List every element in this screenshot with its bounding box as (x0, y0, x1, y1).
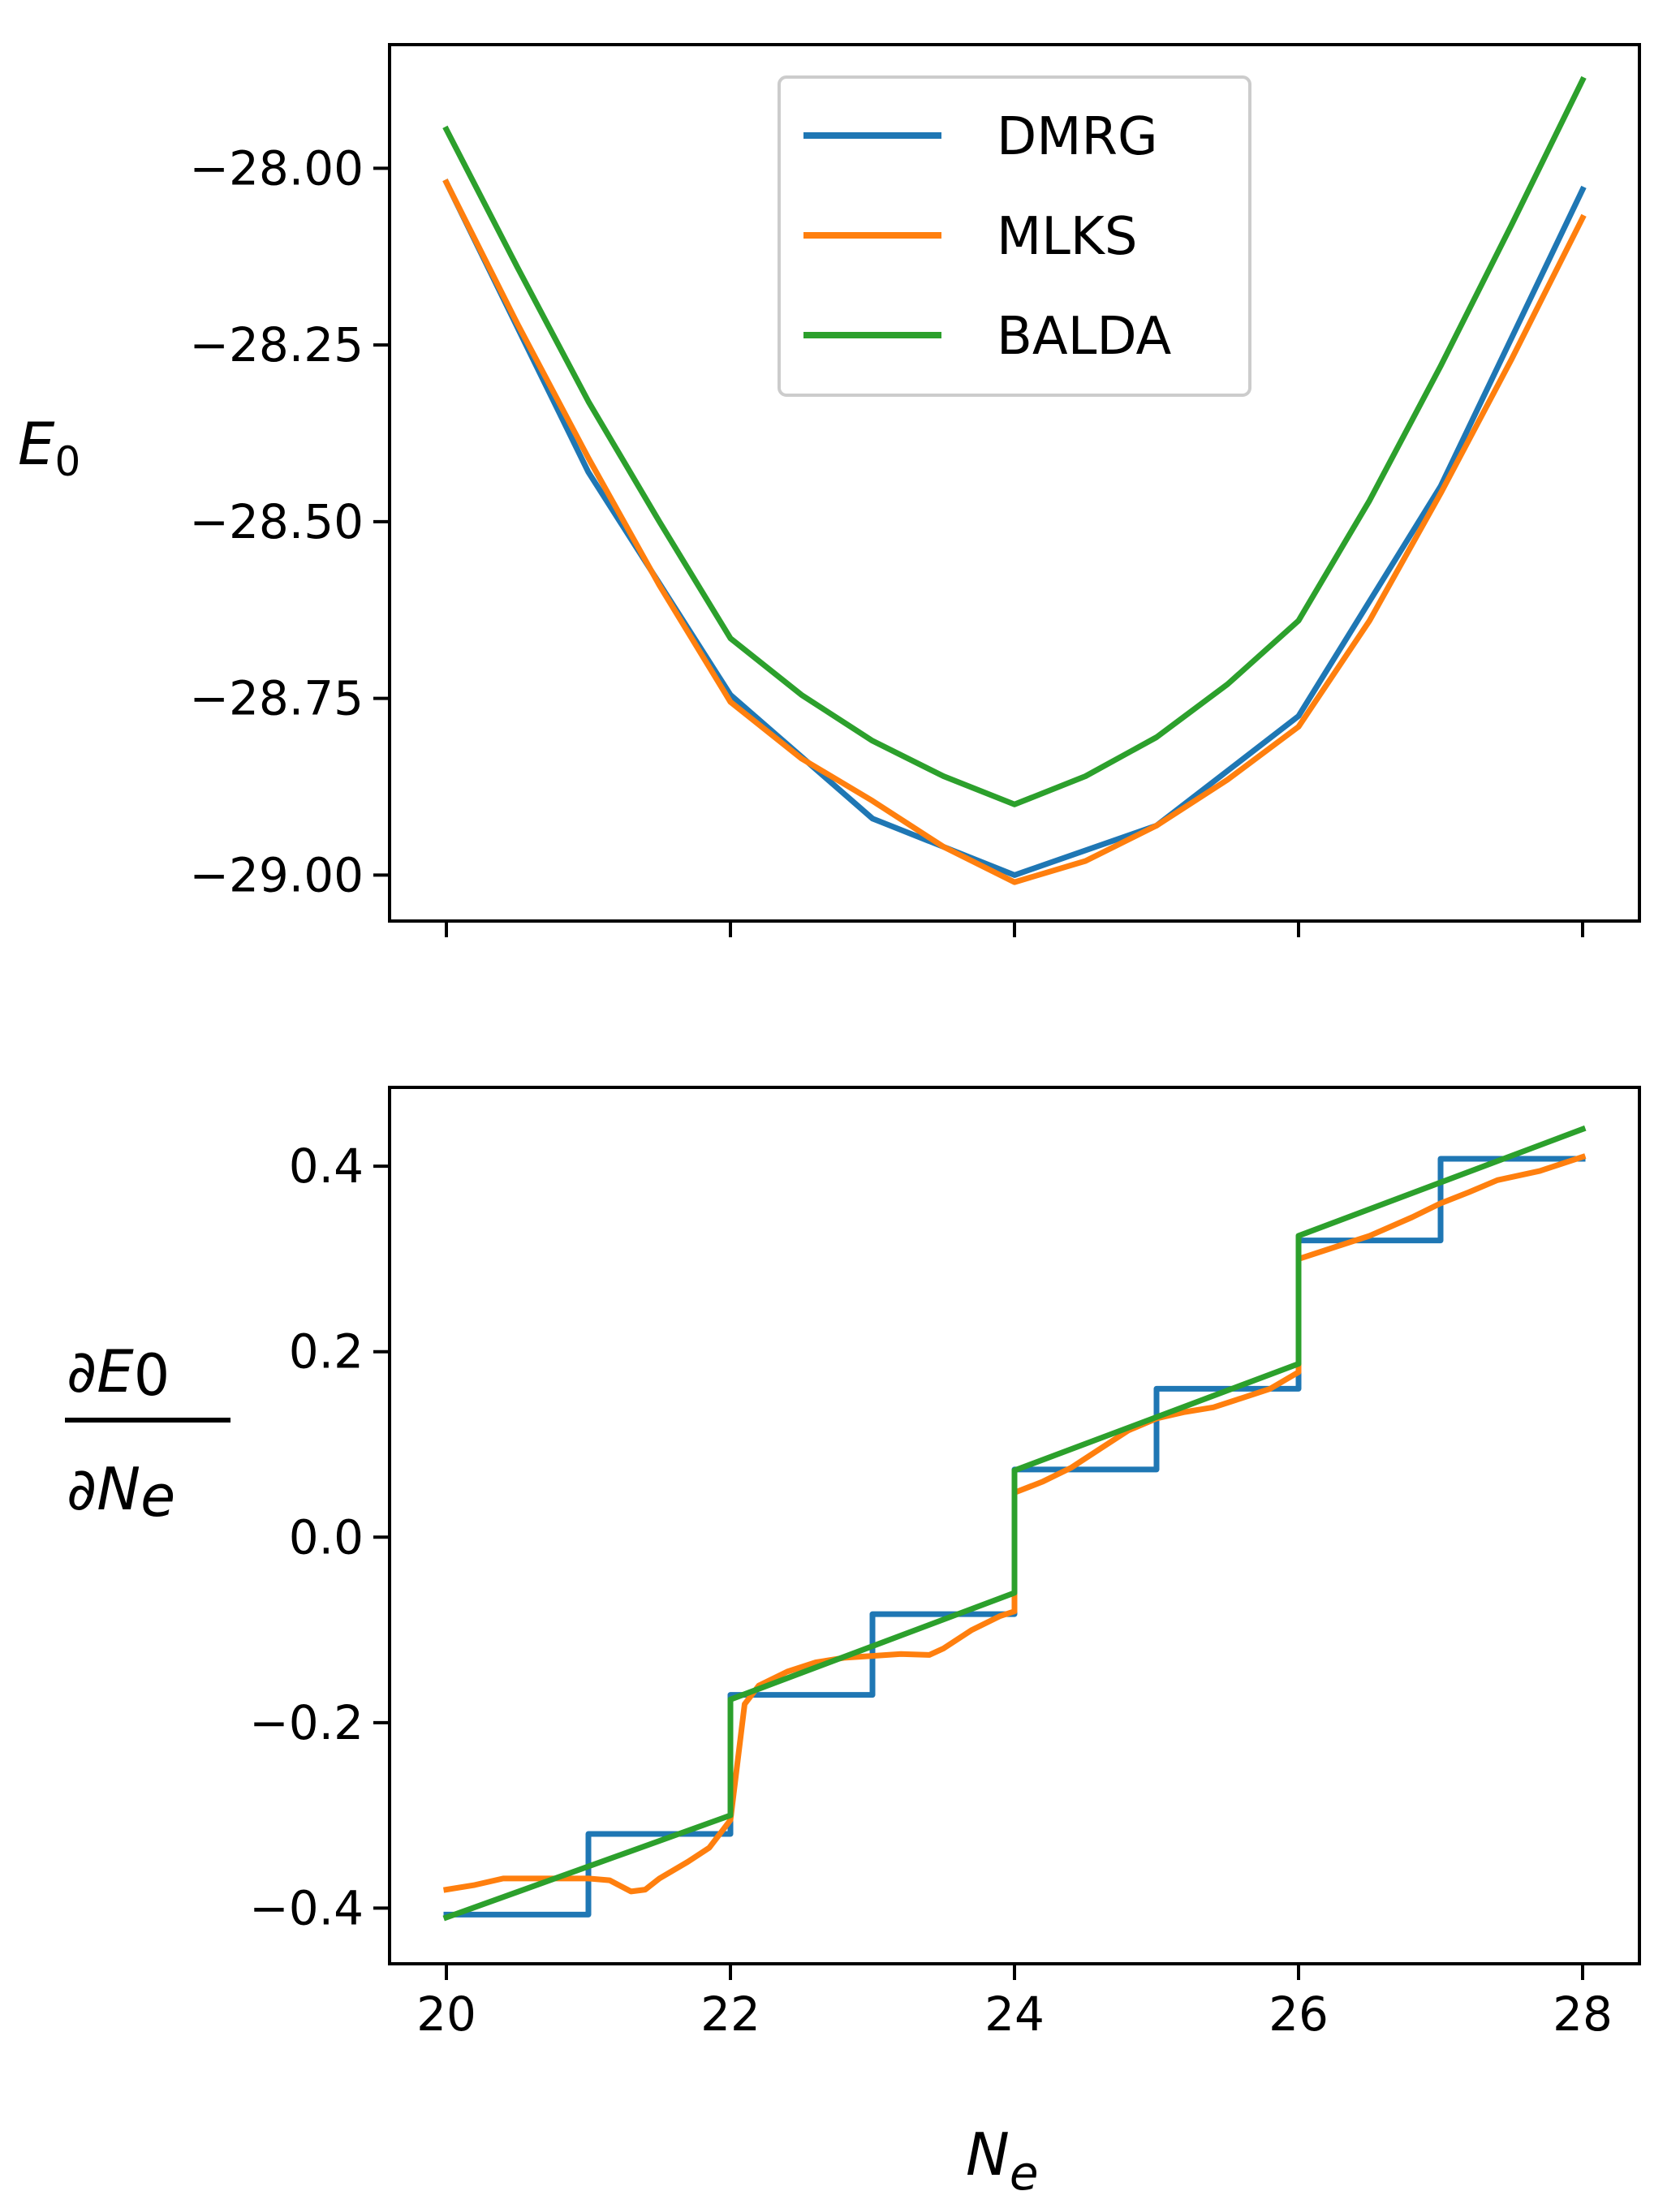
bottom-y-axis-denominator: ∂Ne (67, 1455, 175, 1530)
top-series-lines (442, 75, 1587, 885)
bottom-y-tick-label: 0.4 (289, 1139, 364, 1194)
top-y-tick-label: −29.00 (189, 847, 364, 902)
top-panel: −29.00 −28.75 −28.50 −28.25 −28.00 DMRG MLKS… (18, 43, 1641, 937)
bottom-y-tick-label: 0.2 (289, 1324, 364, 1380)
top-y-tick-label: −28.25 (189, 317, 364, 372)
bottom-series-lines (442, 1125, 1587, 1922)
bottom-ticks: 20 22 24 26 28 −0.4 −0.2 0.0 0.2 0.4 (249, 1139, 1613, 2042)
bottom-y-tick-label: 0.0 (289, 1509, 364, 1565)
x-tick-label: 22 (700, 1987, 760, 2042)
bottom-y-tick-label: −0.4 (249, 1880, 364, 1935)
legend-label-balda: BALDA (997, 307, 1172, 367)
legend: DMRG MLKS BALDA (778, 75, 1251, 397)
bottom-y-denominator-main: ∂N (67, 1455, 140, 1523)
bottom-y-denominator-sub: e (140, 1463, 175, 1530)
bottom-series-balda (442, 1125, 1587, 1922)
top-y-tick-label: −28.75 (189, 671, 364, 726)
top-y-axis-label-sub: 0 (55, 438, 81, 485)
top-y-tick-label: −28.00 (189, 140, 364, 196)
x-axis-label-main: N (966, 2120, 1010, 2189)
x-axis-label-sub: e (1010, 2146, 1039, 2191)
x-tick-label: 24 (984, 1987, 1045, 2042)
bottom-series-mlks (442, 1153, 1587, 1895)
top-ticks: −29.00 −28.75 −28.50 −28.25 −28.00 (189, 140, 1584, 937)
top-y-axis-label: E0 (18, 410, 80, 485)
x-tick-label: 20 (416, 1987, 476, 2042)
x-tick-label: 26 (1269, 1987, 1329, 2042)
top-y-tick-label: −28.50 (189, 494, 364, 549)
top-series-mlks (442, 179, 1587, 885)
legend-label-mlks: MLKS (997, 207, 1137, 267)
bottom-y-numerator-sub: 0 (134, 1342, 170, 1409)
legend-label-dmrg: DMRG (997, 107, 1158, 167)
bottom-y-numerator-main: ∂E (67, 1337, 134, 1405)
x-axis-label: Ne (966, 2120, 1039, 2191)
top-y-axis-label-main: E (18, 410, 55, 478)
legend-box (778, 75, 1251, 397)
bottom-y-axis-numerator: ∂E0 (67, 1337, 170, 1409)
bottom-y-axis-label: ∂E0 ∂Ne (65, 1337, 230, 1530)
top-series-balda (442, 75, 1587, 807)
bottom-y-tick-label: −0.2 (249, 1695, 364, 1750)
x-tick-label: 28 (1553, 1987, 1613, 2042)
bottom-panel: 20 22 24 26 28−0.4−0.20.00.20.4 ∂E0 ∂Ne Ne (65, 1086, 1641, 2191)
